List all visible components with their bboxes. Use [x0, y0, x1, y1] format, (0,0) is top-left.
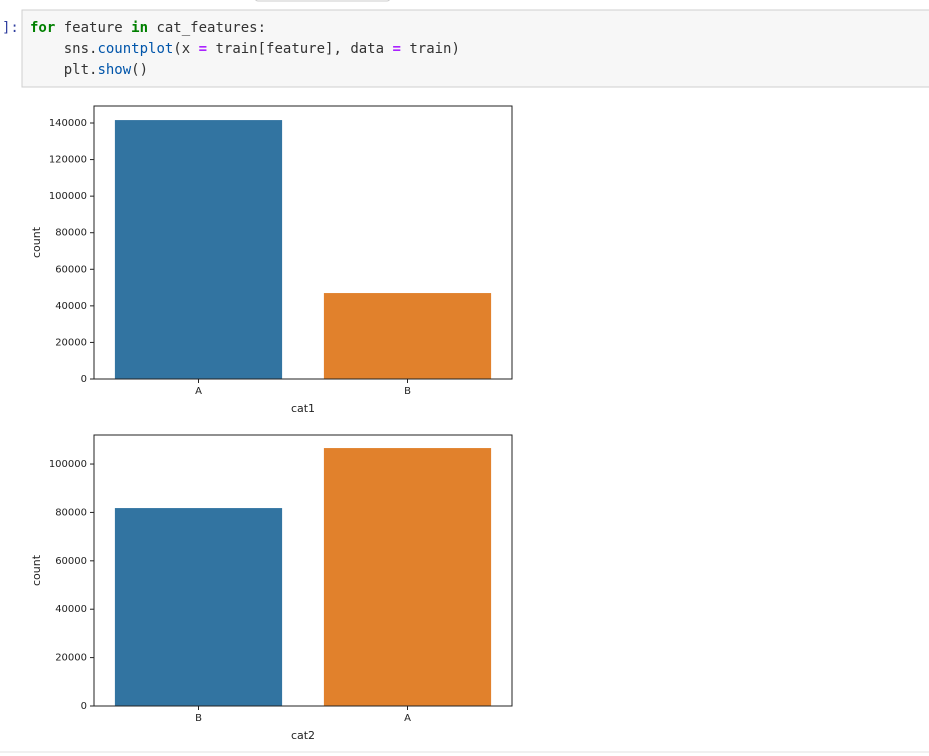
y-tick-label: 60000 [55, 556, 87, 567]
code-token: = [199, 41, 207, 57]
x-tick-label: A [404, 713, 411, 724]
code-token: (x [173, 41, 198, 57]
y-tick-label: 40000 [55, 301, 87, 312]
y-tick-label: 80000 [55, 507, 87, 518]
code-token: feature [55, 20, 131, 36]
code-line: plt.show() [30, 62, 148, 78]
y-tick-label: 120000 [49, 155, 87, 166]
y-tick-label: 0 [81, 701, 87, 712]
y-tick-label: 20000 [55, 337, 87, 348]
code-token: = [392, 41, 400, 57]
code-token: sns. [30, 41, 97, 57]
x-tick-label: A [195, 386, 202, 397]
y-tick-label: 0 [81, 374, 87, 385]
y-tick-label: 60000 [55, 264, 87, 275]
bar [323, 293, 492, 379]
y-tick-label: 100000 [49, 459, 87, 470]
x-tick-label: B [404, 386, 411, 397]
code-token: plt. [30, 62, 97, 78]
bar [114, 508, 283, 706]
code-token: show [97, 62, 131, 78]
code-token: for [30, 20, 55, 36]
code-token: train) [401, 41, 460, 57]
code-line: for feature in cat_features: [30, 20, 266, 36]
y-tick-label: 40000 [55, 604, 87, 615]
code-token: in [131, 20, 148, 36]
bar [114, 120, 283, 379]
cell-prompt: ]: [2, 20, 19, 36]
y-axis-label: count [30, 554, 43, 586]
x-tick-label: B [195, 713, 202, 724]
y-tick-label: 100000 [49, 191, 87, 202]
code-token: () [131, 62, 148, 78]
y-tick-label: 80000 [55, 228, 87, 239]
axes-frame [93, 105, 513, 380]
x-axis-label: cat2 [291, 729, 315, 742]
y-tick-label: 140000 [49, 118, 87, 129]
code-token: countplot [97, 41, 173, 57]
code-line: sns.countplot(x = train[feature], data =… [30, 41, 460, 57]
code-token: train[feature], data [207, 41, 392, 57]
bar [323, 448, 492, 706]
y-axis-label: count [30, 226, 43, 258]
toolbar-tab[interactable] [255, 0, 390, 2]
axes-frame [93, 434, 513, 707]
code-token: cat_features: [148, 20, 266, 36]
x-axis-label: cat1 [291, 402, 315, 415]
code-cell[interactable] [21, 9, 929, 88]
y-tick-label: 20000 [55, 653, 87, 664]
